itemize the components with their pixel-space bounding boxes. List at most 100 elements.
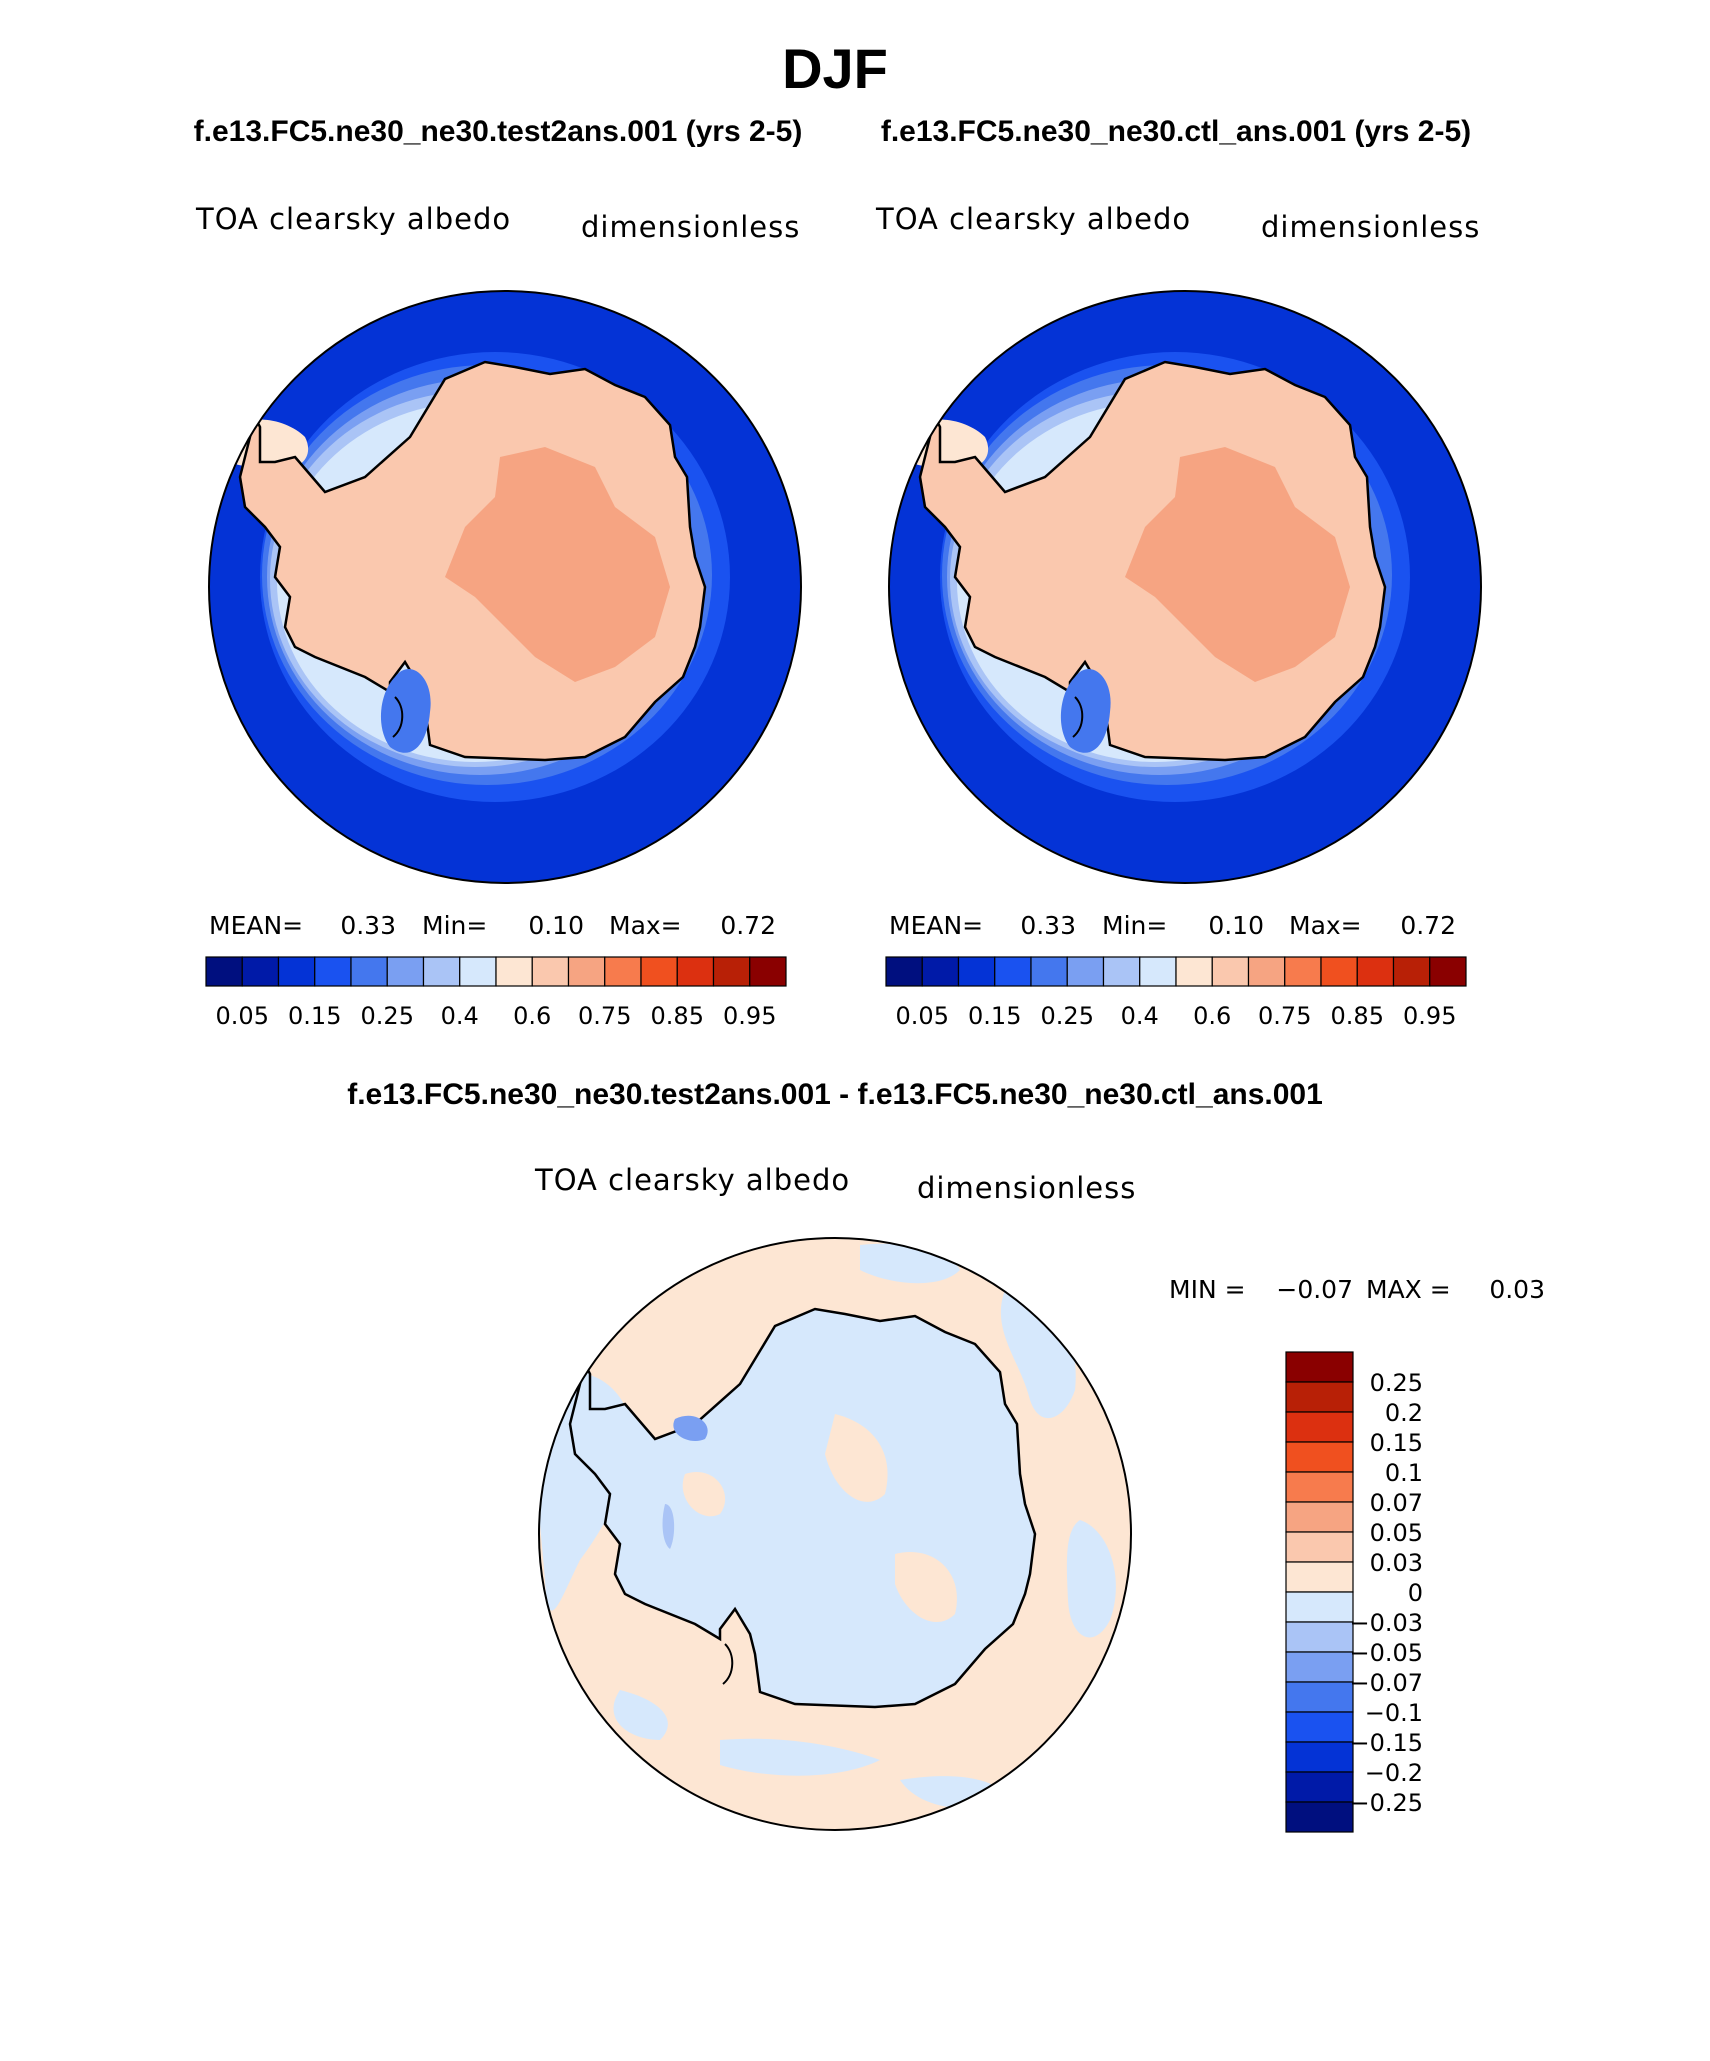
colorbar-cell	[1285, 1591, 1354, 1623]
colorbar-cell	[1285, 1441, 1354, 1473]
colorbar-cell	[1285, 1471, 1354, 1503]
colorbar-cell	[205, 956, 243, 987]
panel-control: TOA clearsky albedo dimensionless MEAN= …	[875, 202, 1482, 1030]
colorbar-cell	[1284, 956, 1322, 987]
colorbar-cell	[604, 956, 642, 987]
colorbar-tick-label: 0.15	[968, 1002, 1021, 1030]
colorbar-cell	[459, 956, 497, 987]
min-label: Min=	[1102, 911, 1167, 940]
colorbar-cell	[1030, 956, 1068, 987]
colorbar-tick-label: 0.25	[361, 1002, 414, 1030]
panel-test: TOA clearsky albedo dimensionless MEAN= …	[195, 202, 802, 1030]
colorbar-tick-label: −0.05	[1349, 1639, 1423, 1667]
max-label: MAX =	[1366, 1275, 1451, 1304]
colorbar-cell	[1175, 956, 1213, 987]
colorbar-tick-label: 0.6	[513, 1002, 551, 1030]
colorbar-cell	[1285, 1561, 1354, 1593]
variable-label: TOA clearsky albedo	[534, 1163, 850, 1197]
colorbar-cell	[921, 956, 960, 987]
variable-label: TOA clearsky albedo	[195, 202, 511, 236]
colorbar-cell	[1285, 1621, 1354, 1653]
units-label: dimensionless	[917, 1171, 1136, 1205]
colorbar-tick-label: −0.25	[1349, 1789, 1423, 1817]
panel-difference: TOA clearsky albedo dimensionless	[534, 1163, 1545, 1833]
colorbar-cell	[350, 956, 388, 987]
colorbar-tick-label: 0.15	[1370, 1429, 1423, 1457]
colorbar-tick-label: 0.05	[216, 1002, 269, 1030]
colorbar-cell	[640, 956, 678, 987]
colorbar-tick-label: 0.15	[288, 1002, 341, 1030]
colorbar-cell	[676, 956, 715, 987]
colorbar-cell	[1285, 1501, 1354, 1533]
min-value: 0.10	[1208, 911, 1264, 940]
colorbar: 0.250.20.150.10.070.050.030−0.03−0.05−0.…	[1285, 1351, 1423, 1833]
colorbar-cell	[994, 956, 1032, 987]
max-value: 0.72	[720, 911, 776, 940]
colorbar-tick-label: 0.05	[896, 1002, 949, 1030]
colorbar-cell	[1139, 956, 1177, 987]
max-value: 0.03	[1489, 1275, 1545, 1304]
colorbar-tick-label: 0.95	[1403, 1002, 1456, 1030]
colorbar-tick-label: 0.4	[441, 1002, 479, 1030]
polar-map	[539, 1238, 1131, 1830]
colorbar-tick-label: 0	[1408, 1579, 1423, 1607]
colorbar-cell	[1285, 1381, 1354, 1413]
colorbar-tick-label: −0.15	[1349, 1729, 1423, 1757]
min-label: MIN =	[1169, 1275, 1246, 1304]
colorbar-cell	[1285, 1681, 1354, 1713]
colorbar-cell	[1285, 1771, 1354, 1803]
max-label: Max=	[1289, 911, 1362, 940]
colorbar-tick-label: 0.2	[1385, 1399, 1423, 1427]
colorbar-cell	[1320, 956, 1358, 987]
colorbar-cell	[1102, 956, 1141, 987]
mean-label: MEAN=	[209, 911, 303, 940]
max-value: 0.72	[1400, 911, 1456, 940]
colorbar-cell	[749, 956, 787, 987]
colorbar-cell	[277, 956, 316, 987]
colorbar-tick-label: 0.6	[1193, 1002, 1231, 1030]
colorbar-cell	[1066, 956, 1105, 987]
variable-label: TOA clearsky albedo	[875, 202, 1191, 236]
colorbar-cell	[1285, 1351, 1354, 1383]
colorbar-cell	[531, 956, 570, 987]
colorbar: 0.05 0.15 0.25 0.4 0.6 0.75 0.85 0.95	[885, 956, 1467, 1030]
case-header-left: f.e13.FC5.ne30_ne30.test2ans.001 (yrs 2-…	[194, 115, 803, 148]
polar-map	[889, 291, 1481, 883]
colorbar-tick-label: 0.25	[1041, 1002, 1094, 1030]
units-label: dimensionless	[581, 210, 800, 244]
min-value: 0.10	[528, 911, 584, 940]
colorbar-cell	[386, 956, 425, 987]
colorbar-cell	[1285, 1531, 1354, 1563]
diff-header: f.e13.FC5.ne30_ne30.test2ans.001 - f.e13…	[347, 1078, 1323, 1111]
colorbar-cell	[1285, 1711, 1354, 1743]
colorbar-cell	[885, 956, 923, 987]
colorbar-cell	[1247, 956, 1286, 987]
mean-label: MEAN=	[889, 911, 983, 940]
colorbar-cell	[241, 956, 280, 987]
colorbar-cell	[1429, 956, 1467, 987]
mean-value: 0.33	[340, 911, 396, 940]
colorbar-cell	[314, 956, 352, 987]
polar-map	[209, 291, 801, 883]
colorbar-tick-label: 0.75	[1258, 1002, 1311, 1030]
colorbar-tick-label: 0.4	[1121, 1002, 1159, 1030]
colorbar-cell	[1356, 956, 1395, 987]
colorbar-cell	[1211, 956, 1250, 987]
colorbar-tick-label: −0.2	[1365, 1759, 1423, 1787]
figure-title: DJF	[782, 37, 888, 100]
colorbar-tick-label: 0.75	[578, 1002, 631, 1030]
colorbar-tick-label: 0.95	[723, 1002, 776, 1030]
colorbar-cell	[1285, 1651, 1354, 1683]
colorbar-tick-label: 0.03	[1370, 1549, 1423, 1577]
case-header-right: f.e13.FC5.ne30_ne30.ctl_ans.001 (yrs 2-5…	[881, 115, 1471, 148]
colorbar-cell	[422, 956, 461, 987]
colorbar-tick-label: 0.07	[1370, 1489, 1423, 1517]
colorbar-tick-label: −0.1	[1365, 1699, 1423, 1727]
colorbar-cell	[495, 956, 533, 987]
colorbar-cell	[957, 956, 996, 987]
min-value: −0.07	[1276, 1275, 1353, 1304]
colorbar-tick-label: 0.85	[651, 1002, 704, 1030]
colorbar-tick-label: 0.85	[1331, 1002, 1384, 1030]
colorbar-cell	[1392, 956, 1431, 987]
